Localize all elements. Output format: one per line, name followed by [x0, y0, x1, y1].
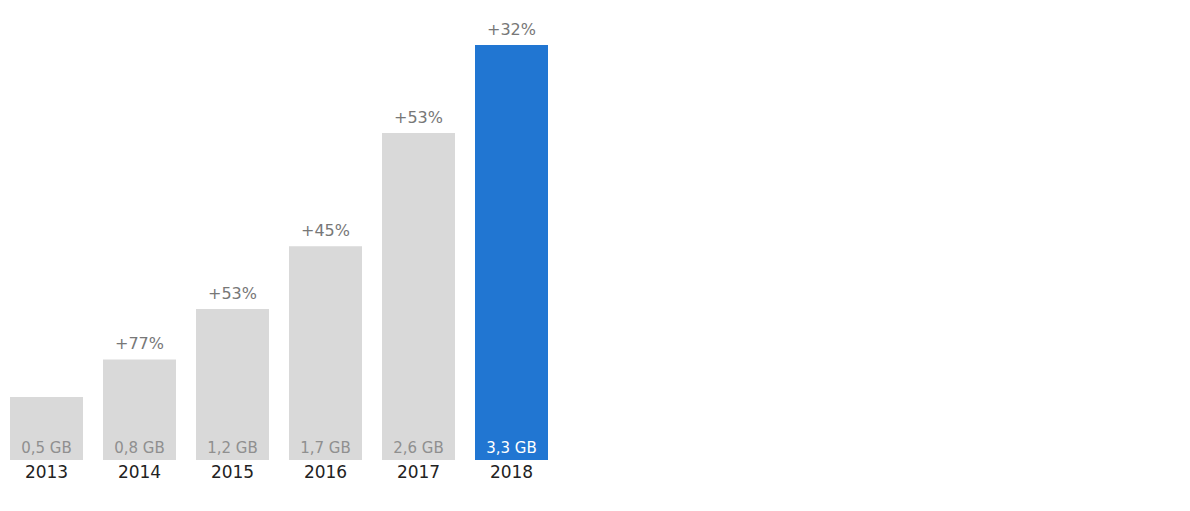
svg-text:2018: 2018 [490, 462, 533, 482]
svg-text:0,5 GB: 0,5 GB [21, 439, 72, 457]
svg-text:+53%: +53% [394, 108, 443, 127]
svg-text:2016: 2016 [304, 462, 347, 482]
svg-text:0,8 GB: 0,8 GB [114, 439, 165, 457]
svg-text:+77%: +77% [115, 334, 164, 353]
svg-text:2017: 2017 [397, 462, 440, 482]
svg-text:3,3 GB: 3,3 GB [486, 439, 537, 457]
svg-text:+32%: +32% [487, 20, 536, 39]
svg-text:2015: 2015 [211, 462, 254, 482]
svg-text:2,6 GB: 2,6 GB [393, 439, 444, 457]
svg-text:+53%: +53% [208, 284, 257, 303]
svg-text:+45%: +45% [301, 221, 350, 240]
svg-text:2014: 2014 [118, 462, 161, 482]
svg-text:2013: 2013 [25, 462, 68, 482]
svg-text:1,7 GB: 1,7 GB [300, 439, 351, 457]
svg-text:1,2 GB: 1,2 GB [207, 439, 258, 457]
